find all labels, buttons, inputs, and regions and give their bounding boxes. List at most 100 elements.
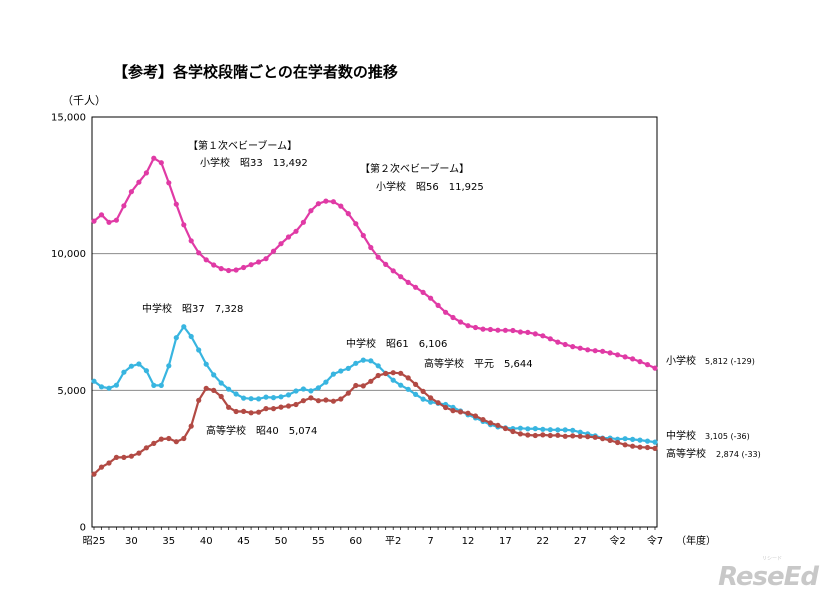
data-point-elementary <box>226 267 232 274</box>
data-point-junior-high <box>278 394 284 400</box>
x-tick-label: 令7 <box>647 534 663 547</box>
data-point-high-school <box>368 378 374 384</box>
series-line-elementary <box>93 156 656 370</box>
data-point-junior-high <box>121 369 127 375</box>
data-point-high-school <box>233 408 239 415</box>
data-point-elementary <box>630 356 636 362</box>
data-point-junior-high <box>547 427 553 433</box>
data-point-elementary <box>113 217 119 223</box>
data-point-high-school <box>577 433 583 439</box>
end-label-elementary: 小学校 <box>666 354 696 367</box>
data-point-elementary <box>555 339 561 345</box>
data-point-high-school <box>203 385 209 391</box>
end-value-high-school: 2,874 (-33) <box>716 450 761 459</box>
data-point-high-school <box>502 425 508 432</box>
data-point-junior-high <box>241 395 247 401</box>
x-tick-label: 45 <box>237 536 250 547</box>
data-point-elementary <box>540 333 546 339</box>
data-point-elementary <box>345 211 351 217</box>
x-tick-label: 昭25 <box>83 535 106 547</box>
end-value-junior-high: 3,105 (-36) <box>705 432 750 441</box>
x-tick-label: 60 <box>349 536 362 547</box>
data-point-elementary <box>188 238 194 244</box>
data-point-elementary <box>196 250 202 256</box>
data-point-high-school <box>413 381 419 387</box>
data-point-junior-high <box>263 394 269 400</box>
data-point-junior-high <box>211 372 217 378</box>
annotation-baby-boom-1-heading: 【第１次ベビーブーム】 <box>188 139 297 152</box>
data-point-elementary <box>525 329 531 335</box>
data-point-elementary <box>248 262 254 268</box>
series-high-school <box>91 370 658 477</box>
data-point-elementary <box>570 344 576 350</box>
x-tick-label: 27 <box>574 536 587 547</box>
data-point-elementary <box>585 347 591 353</box>
data-point-high-school <box>181 435 187 442</box>
data-point-junior-high <box>218 380 224 386</box>
data-point-elementary <box>622 354 628 360</box>
data-point-elementary <box>383 261 389 267</box>
data-point-high-school <box>510 428 516 435</box>
data-point-high-school <box>532 432 538 439</box>
data-point-high-school <box>158 436 164 442</box>
series-line-junior-high <box>93 324 656 444</box>
data-point-elementary <box>293 228 299 234</box>
data-point-elementary <box>615 352 621 358</box>
data-point-high-school <box>592 434 598 440</box>
end-value-elementary: 5,812 (-129) <box>705 357 755 366</box>
data-point-junior-high <box>390 377 396 383</box>
watermark-sub: リシード <box>761 556 782 562</box>
data-point-junior-high <box>577 429 583 435</box>
data-point-high-school <box>540 432 546 438</box>
data-point-high-school <box>293 401 299 408</box>
data-point-high-school <box>121 454 127 460</box>
data-point-elementary <box>241 264 247 271</box>
data-point-high-school <box>226 404 232 410</box>
data-point-elementary <box>480 326 486 332</box>
data-point-junior-high <box>540 426 546 432</box>
data-point-elementary <box>330 199 336 205</box>
annotation-baby-boom-2-heading: 【第２次ベビーブーム】 <box>360 162 469 175</box>
data-point-elementary <box>121 203 127 209</box>
data-point-high-school <box>480 417 486 423</box>
data-point-high-school <box>338 396 344 402</box>
data-point-junior-high <box>630 436 636 442</box>
data-point-high-school <box>428 395 434 401</box>
data-point-junior-high <box>428 399 434 405</box>
data-point-junior-high <box>405 386 411 392</box>
data-point-elementary <box>353 221 359 227</box>
data-point-junior-high <box>420 396 426 402</box>
series-elementary <box>91 155 658 371</box>
data-point-high-school <box>151 440 157 446</box>
data-point-high-school <box>278 404 284 410</box>
y-unit-label: （千人） <box>62 94 106 107</box>
x-tick-label: 22 <box>536 536 549 547</box>
data-point-elementary <box>98 212 105 218</box>
data-point-junior-high <box>637 437 643 443</box>
x-tick-label: 7 <box>427 536 433 547</box>
data-point-high-school <box>600 436 606 442</box>
data-point-junior-high <box>248 396 254 402</box>
data-point-elementary <box>413 284 419 290</box>
data-point-elementary <box>375 254 381 260</box>
data-point-junior-high <box>151 382 157 388</box>
data-point-elementary <box>592 348 598 354</box>
x-tick-label: 35 <box>162 536 175 547</box>
data-point-high-school <box>630 443 636 449</box>
data-point-elementary <box>300 219 306 225</box>
data-point-elementary <box>600 348 606 354</box>
data-point-high-school <box>106 460 112 466</box>
data-point-junior-high <box>570 427 576 433</box>
data-point-junior-high <box>398 382 404 388</box>
data-point-high-school <box>308 395 314 401</box>
annotation-baby-boom-1-value: 小学校 昭33 13,492 <box>200 156 308 169</box>
data-point-junior-high <box>555 427 561 433</box>
watermark-logo: ReseEd <box>718 562 819 592</box>
data-point-high-school <box>420 388 426 394</box>
series-line-high-school <box>93 371 656 475</box>
x-tick-label: 12 <box>462 536 475 547</box>
data-point-junior-high <box>308 388 314 394</box>
data-point-high-school <box>211 387 217 393</box>
data-point-high-school <box>188 423 194 429</box>
data-point-junior-high <box>360 357 366 363</box>
